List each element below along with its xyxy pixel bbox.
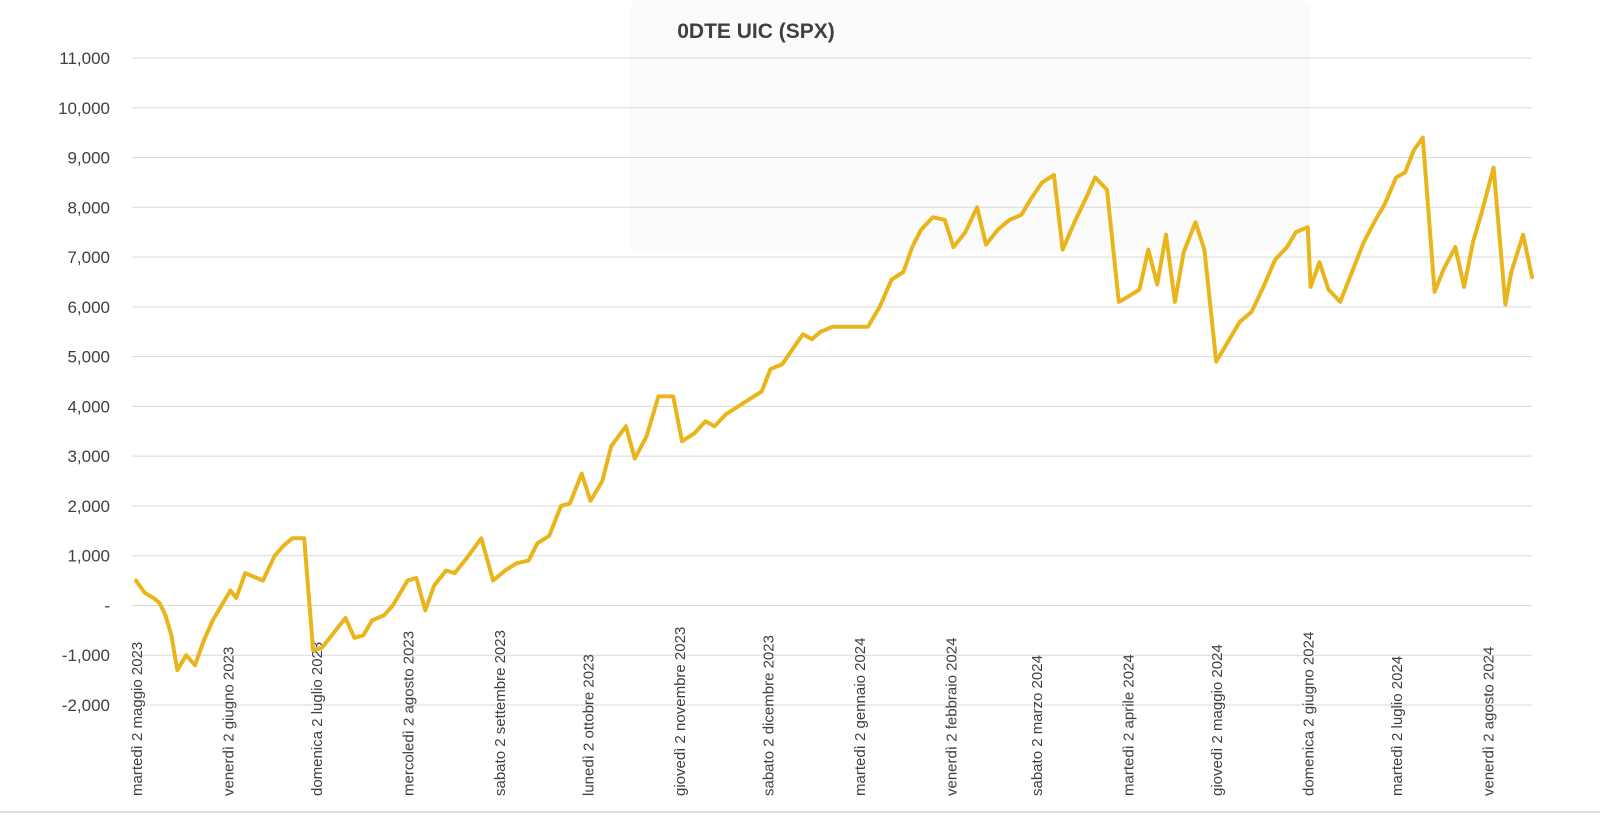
x-tick-label: domenica 2 giugno 2024 bbox=[1301, 632, 1318, 796]
x-axis-ticks: martedì 2 maggio 2023 venerdì 2 giugno 20… bbox=[129, 627, 1498, 796]
y-tick-label: 8,000 bbox=[67, 198, 110, 217]
y-tick-label: 7,000 bbox=[67, 248, 110, 267]
x-tick-label: venerdì 2 febbraio 2024 bbox=[944, 638, 961, 796]
background-ghost-panel bbox=[630, 0, 1310, 250]
y-tick-label: 9,000 bbox=[67, 149, 110, 168]
y-tick-label: - bbox=[104, 596, 110, 615]
x-tick-label: domenica 2 luglio 2023 bbox=[309, 642, 326, 796]
y-tick-label: 11,000 bbox=[59, 49, 110, 68]
y-tick-label: 1,000 bbox=[67, 547, 110, 566]
x-tick-label: giovedì 2 maggio 2024 bbox=[1209, 644, 1226, 796]
y-tick-label: 6,000 bbox=[67, 298, 110, 317]
x-tick-label: venerdì 2 agosto 2024 bbox=[1481, 647, 1498, 796]
x-tick-label: martedì 2 aprile 2024 bbox=[1121, 654, 1138, 796]
y-tick-label: 5,000 bbox=[67, 348, 110, 367]
x-tick-label: mercoledì 2 agosto 2023 bbox=[401, 631, 418, 796]
chart-title: 0DTE UIC (SPX) bbox=[677, 20, 835, 43]
x-tick-label: sabato 2 settembre 2023 bbox=[492, 630, 509, 796]
x-tick-label: venerdì 2 giugno 2023 bbox=[220, 647, 237, 796]
y-tick-label: 2,000 bbox=[67, 497, 110, 516]
gridlines bbox=[132, 57, 1532, 706]
y-tick-label: 10,000 bbox=[58, 99, 110, 118]
x-tick-label: martedì 2 gennaio 2024 bbox=[852, 638, 869, 796]
y-tick-label: 4,000 bbox=[67, 397, 110, 416]
x-tick-label: sabato 2 dicembre 2023 bbox=[761, 635, 778, 796]
x-tick-label: martedì 2 maggio 2023 bbox=[129, 642, 146, 796]
y-tick-label: -1,000 bbox=[62, 646, 110, 665]
y-tick-label: 3,000 bbox=[67, 447, 110, 466]
y-tick-label: -2,000 bbox=[62, 696, 110, 715]
x-tick-label: giovedì 2 novembre 2023 bbox=[672, 627, 689, 796]
x-tick-label: martedì 2 luglio 2024 bbox=[1389, 656, 1406, 796]
x-tick-label: sabato 2 marzo 2024 bbox=[1029, 655, 1046, 796]
series-line bbox=[134, 135, 1534, 673]
y-axis-ticks: 11,000 10,000 9,000 8,000 7,000 6,000 5,000 4,0… bbox=[58, 49, 110, 715]
x-tick-label: lunedì 2 ottobre 2023 bbox=[581, 654, 598, 796]
